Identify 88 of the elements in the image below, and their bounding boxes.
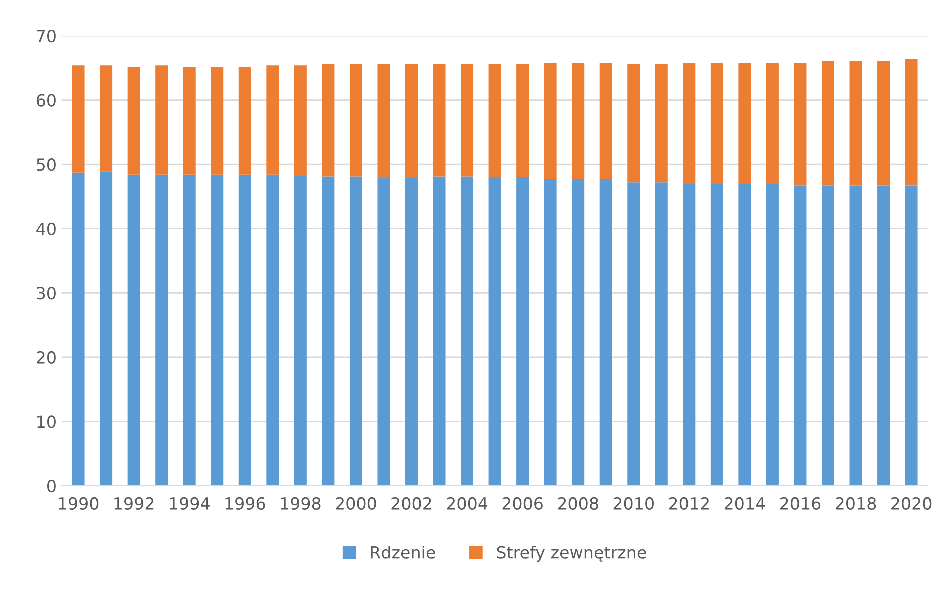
bar	[516, 64, 530, 178]
y-tick-label: 50	[37, 158, 56, 172]
legend-label: Rdzenie	[371, 546, 436, 559]
y-tick-label: 30	[37, 287, 56, 300]
bar	[128, 68, 140, 175]
x-tick-label: 2008	[558, 497, 598, 510]
bar	[211, 68, 224, 175]
bar	[738, 63, 752, 184]
bar	[766, 63, 779, 184]
bar	[572, 63, 585, 180]
bar	[433, 176, 446, 486]
x-tick-label: 2020	[892, 497, 932, 510]
bar	[294, 176, 307, 486]
bar	[600, 179, 612, 486]
bar	[211, 174, 224, 486]
x-tick-label: 2010	[614, 497, 654, 510]
bar	[850, 186, 862, 486]
x-tick-label: 2012	[669, 497, 709, 510]
x-tick-label: 2018	[836, 497, 876, 510]
x-tick-label: 2004	[447, 497, 488, 510]
bar	[516, 177, 530, 486]
bar	[822, 61, 834, 186]
bar	[683, 63, 696, 184]
bar	[378, 64, 390, 178]
bar	[794, 186, 807, 486]
bar	[738, 184, 752, 486]
bar	[461, 176, 474, 486]
bar	[628, 182, 640, 486]
bar	[128, 174, 140, 486]
x-tick-label: 1992	[114, 497, 154, 510]
y-tick-label: 20	[37, 351, 56, 364]
bar	[905, 186, 918, 486]
bar	[322, 64, 335, 177]
bar	[72, 172, 85, 486]
bar	[183, 68, 196, 175]
bar	[655, 64, 668, 183]
y-tick-label: 70	[37, 30, 56, 43]
y-tick-label: 10	[38, 416, 56, 428]
bar	[72, 66, 85, 173]
x-tick-label: 1990	[59, 497, 99, 510]
x-tick-label: 2014	[724, 497, 766, 510]
x-tick-label: 1994	[170, 497, 210, 510]
y-tick-label: 60	[36, 94, 56, 107]
bar	[433, 64, 446, 177]
bar	[183, 174, 196, 486]
bar	[266, 174, 280, 486]
bar	[238, 68, 252, 175]
x-tick-label: 1996	[226, 497, 266, 510]
bar	[710, 63, 724, 184]
bar	[544, 179, 557, 486]
bar	[322, 176, 335, 486]
bar	[378, 178, 390, 486]
bar	[266, 66, 280, 175]
bar	[350, 176, 362, 486]
bar	[572, 179, 585, 486]
bar	[156, 174, 168, 486]
x-tick-label: 2000	[336, 497, 376, 510]
bar	[405, 178, 418, 486]
bar	[878, 61, 890, 186]
bar	[544, 63, 557, 180]
bar	[488, 64, 502, 178]
x-tick-label: 1998	[281, 497, 321, 510]
bar	[294, 66, 307, 176]
bar	[794, 63, 807, 186]
bar	[878, 186, 890, 486]
bar	[905, 59, 918, 186]
x-tick-label: 2006	[502, 497, 543, 510]
bar	[461, 64, 474, 177]
bar	[850, 61, 862, 186]
bar	[238, 174, 252, 486]
bar	[710, 184, 724, 486]
y-tick-label: 0	[48, 480, 56, 493]
x-tick-label: 2002	[392, 497, 432, 510]
legend-label: Strefy zewnętrzne	[497, 546, 646, 562]
bar	[350, 64, 362, 177]
bar	[766, 184, 779, 486]
bar	[600, 63, 612, 180]
x-tick-label: 2016	[780, 497, 821, 510]
bar	[100, 172, 113, 486]
bar	[405, 64, 418, 178]
bar	[655, 182, 668, 486]
bar	[822, 186, 834, 486]
bar	[683, 184, 696, 486]
y-tick-label: 40	[36, 222, 56, 236]
bar	[156, 66, 168, 175]
bar	[100, 66, 113, 172]
bar	[628, 64, 640, 183]
bar	[488, 177, 502, 486]
